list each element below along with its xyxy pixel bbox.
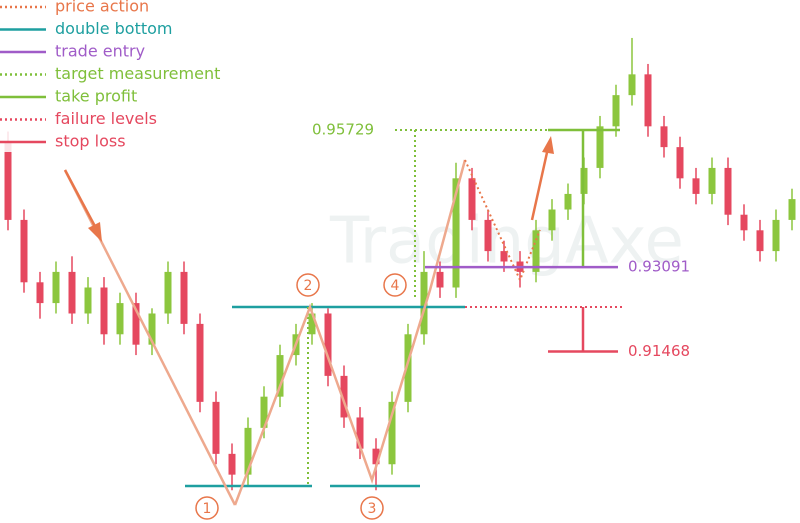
candle-body [244,427,252,475]
candle-body [548,209,556,231]
candle-body [644,74,652,127]
candle-body [676,147,684,179]
candle-body [388,401,396,465]
candle-body [468,178,476,220]
candle-body [692,178,700,194]
legend-label: take profit [55,87,137,106]
candle-body [660,126,668,148]
annotations: 0.95729 0.93091 0.91468 1 2 3 4 [63,121,690,520]
legend-bg [0,0,262,152]
legend-label: double bottom [55,19,172,38]
candle-body [612,95,620,127]
legend-label: target measurement [55,64,220,83]
candle-body [228,453,236,475]
marker-circle [360,496,384,520]
candle-body [196,323,204,402]
candle-body [116,303,124,335]
arrow-head [88,222,102,242]
candle-body [772,219,780,252]
candle-body [180,271,188,324]
candle-body [324,313,332,376]
legend-label: failure levels [55,109,157,128]
marker-label: 3 [368,501,377,517]
candle-body [20,219,28,283]
candle-body [84,287,92,314]
candle-body [628,74,636,96]
candles [4,37,796,491]
candle-body [260,396,268,428]
candle-body [100,287,108,335]
arrow [530,147,550,221]
marker-label: 4 [391,278,400,294]
candle-body [564,193,572,210]
candle-body [164,271,172,314]
candle-body [452,178,460,288]
arrow-head [542,136,554,154]
candle-body [596,126,604,168]
candle-body [740,214,748,231]
candle-body [276,355,284,397]
candle-body [148,313,156,345]
legend-label: stop loss [55,132,126,151]
candle-body [484,219,492,252]
candle-body [436,271,444,288]
candle-body [404,334,412,402]
candle-body [68,271,76,314]
candle-body [756,230,764,252]
marker-label: 1 [203,501,212,517]
candle-body [532,230,540,272]
candle-body [708,167,716,194]
candle-body [788,199,796,220]
marker-label: 2 [304,278,313,294]
price-label: 0.93091 [628,258,690,276]
price-label: 0.91468 [628,342,690,360]
candle-body [724,167,732,215]
marker-circle [296,273,320,297]
price-label: 0.95729 [312,121,374,139]
candle-body [500,251,508,262]
marker-circle [195,496,219,520]
candle-body [308,313,316,335]
candle-body [340,375,348,418]
candle-body [52,271,60,304]
candle-body [420,271,428,335]
marker-circle [383,273,407,297]
price-action [233,159,467,506]
legend-label: price action [55,0,149,16]
candle-body [36,282,44,304]
candle-body [4,141,12,220]
candle-body [132,303,140,345]
arrow [63,169,100,233]
candle-body [212,401,220,454]
legend-label: trade entry [55,42,145,61]
candle-body [372,448,380,465]
legend: price action double bottom trade entry targ… [0,0,262,152]
candle-body [356,417,364,449]
